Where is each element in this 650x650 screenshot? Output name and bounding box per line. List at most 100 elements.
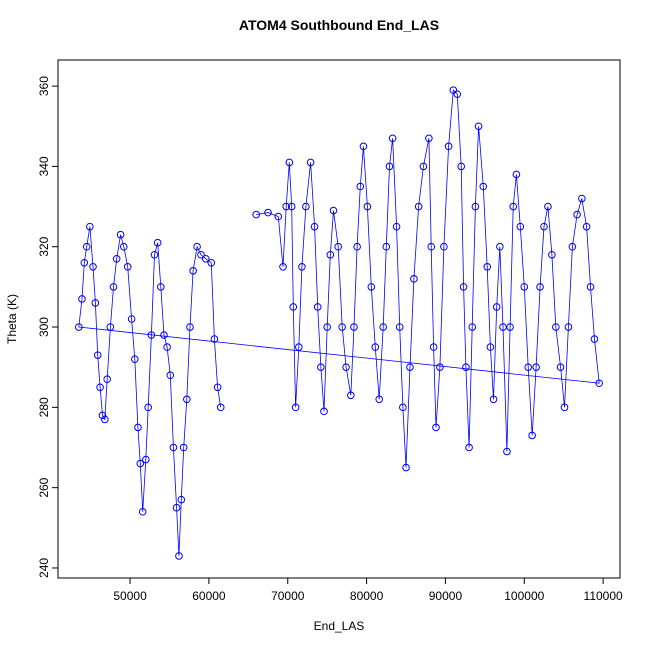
x-tick-label: 70000 [271,589,305,603]
data-point [334,242,343,251]
data-point [528,431,536,440]
data-point [486,343,495,351]
data-point [568,242,577,251]
data-point [444,142,453,151]
data-point [359,142,368,151]
data-point [150,250,159,259]
y-axis-label: Theta (K) [5,294,19,344]
data-point [414,202,423,211]
data-point [540,222,548,231]
data-point [82,242,91,251]
data-point [106,323,115,331]
data-point [465,443,473,452]
data-point [410,275,418,283]
x-tick-label: 60000 [192,589,226,603]
data-point [282,202,290,211]
plot-frame [57,59,621,579]
data-point [375,395,384,404]
data-point [86,222,94,231]
data-point [586,283,595,291]
data-point [279,262,287,271]
data-point [172,503,181,512]
data-point [193,242,201,251]
data-point [471,202,480,211]
y-tick-label: 280 [37,397,51,417]
data-point [89,262,97,271]
x-tick-label: 50000 [113,589,147,603]
data-point [468,323,477,331]
data-point [136,459,145,468]
y-tick-label: 240 [37,558,51,578]
data-point [163,343,171,351]
data-point [302,202,310,211]
data-point [353,242,361,251]
data-point [459,283,468,291]
data-point [285,158,294,167]
data-point [313,303,322,311]
data-point [157,283,165,291]
data-point [144,403,152,412]
data-point [564,323,573,331]
data-line [78,89,600,556]
data-point [496,242,504,251]
data-point [189,267,197,275]
data-point [103,375,111,384]
data-point [130,355,139,363]
data-point [532,363,540,371]
data-point [166,371,175,380]
data-point [98,411,107,420]
data-point [142,455,150,464]
data-point [75,323,83,331]
data-point [116,230,125,239]
data-point [289,303,298,311]
data-point [548,250,556,259]
data-point [138,507,147,516]
data-point [479,182,488,191]
data-point [91,299,100,307]
data-point [524,363,533,371]
data-point [406,363,414,371]
data-point [183,395,191,404]
x-tick-label: 90000 [429,589,463,603]
data-point [119,242,128,251]
data-point [492,303,501,311]
data-point [101,415,109,424]
data-point [436,363,444,371]
data-point [578,194,586,203]
y-tick-label: 360 [37,76,51,96]
data-point [252,210,261,219]
x-tick-label: 100000 [504,589,544,603]
data-point [509,202,518,211]
data-point [536,283,544,291]
data-point [427,242,436,251]
data-point [392,222,401,231]
y-tick-label: 320 [37,236,51,256]
data-point [399,403,407,412]
data-point [147,331,156,339]
data-point [506,323,514,331]
data-point [350,323,358,331]
data-point [338,323,346,331]
data-point [323,323,331,331]
data-point [402,463,410,472]
data-point [457,162,466,171]
data-point [186,323,194,331]
data-point [287,202,296,211]
data-point [453,90,462,98]
data-point [367,283,376,291]
data-point [388,134,397,143]
data-point [489,395,498,404]
data-point [216,403,225,412]
data-point [329,206,338,215]
data-point [425,134,433,143]
x-tick-label: 110000 [584,589,623,603]
data-point [160,331,168,339]
data-point [179,443,188,452]
data-point [201,254,210,263]
data-point [112,254,121,263]
x-axis-label: End_LAS [314,619,365,633]
data-point [80,258,89,267]
data-point [317,363,325,371]
data-point [432,423,440,432]
